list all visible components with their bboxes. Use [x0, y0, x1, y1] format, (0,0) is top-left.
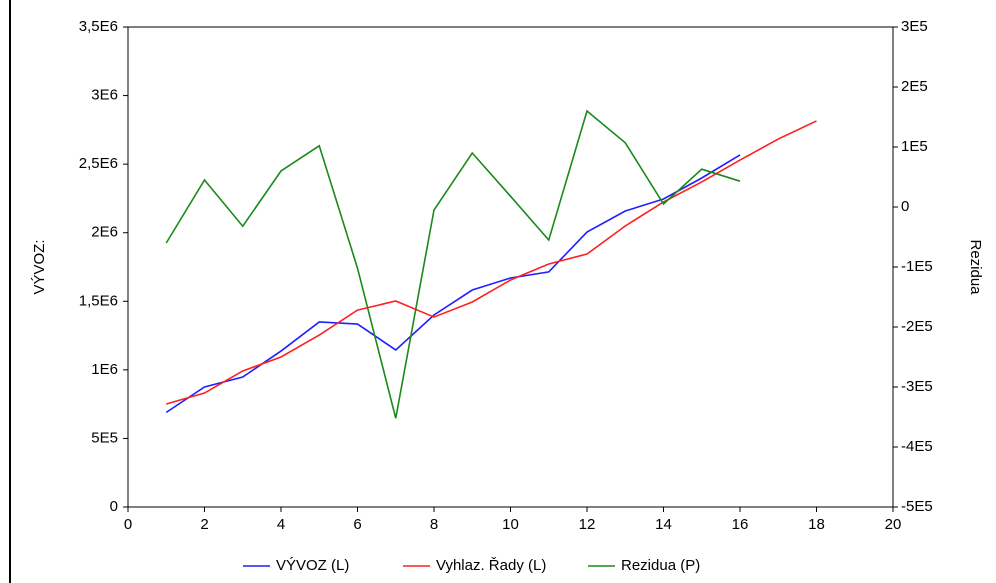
y-tick-label: 2,5E6	[79, 155, 118, 172]
y-tick-label: 3,5E6	[79, 18, 118, 35]
legend-label: Rezidua (P)	[621, 557, 700, 574]
y2-tick-label: 2E5	[901, 78, 928, 95]
y2-tick-label: -3E5	[901, 378, 933, 395]
x-tick-label: 6	[353, 516, 361, 533]
series-line	[165, 154, 741, 414]
x-tick-label: 0	[124, 516, 132, 533]
y2-tick-label: -1E5	[901, 258, 933, 275]
series-line	[165, 109, 741, 419]
legend-label: VÝVOZ (L)	[276, 557, 349, 574]
series-line	[166, 120, 817, 405]
x-tick-label: 20	[885, 516, 902, 533]
y-tick-label: 2E6	[91, 224, 118, 241]
y-tick-label: 3E6	[91, 87, 118, 104]
x-tick-label: 2	[200, 516, 208, 533]
legend-label: Vyhlaz. Řady (L)	[436, 557, 546, 574]
x-tick-label: 8	[430, 516, 438, 533]
y2-tick-label: -5E5	[901, 498, 933, 515]
y2-tick-label: 3E5	[901, 18, 928, 35]
y2-tick-label: 0	[901, 198, 909, 215]
x-tick-label: 4	[277, 516, 285, 533]
x-tick-label: 10	[502, 516, 519, 533]
y2-tick-label: -4E5	[901, 438, 933, 455]
y2-tick-label: 1E5	[901, 138, 928, 155]
x-tick-label: 12	[579, 516, 596, 533]
y2-axis-label: Rezidua	[967, 239, 984, 295]
y-tick-label: 1,5E6	[79, 292, 118, 309]
y2-tick-label: -2E5	[901, 318, 933, 335]
x-tick-label: 16	[732, 516, 749, 533]
plot-frame	[127, 26, 894, 508]
y-tick-label: 0	[110, 498, 118, 515]
y-tick-label: 1E6	[91, 361, 118, 378]
x-tick-label: 18	[808, 516, 825, 533]
x-tick-label: 14	[655, 516, 672, 533]
y-tick-label: 5E5	[91, 429, 118, 446]
y-axis-label: VÝVOZ:	[31, 239, 48, 294]
